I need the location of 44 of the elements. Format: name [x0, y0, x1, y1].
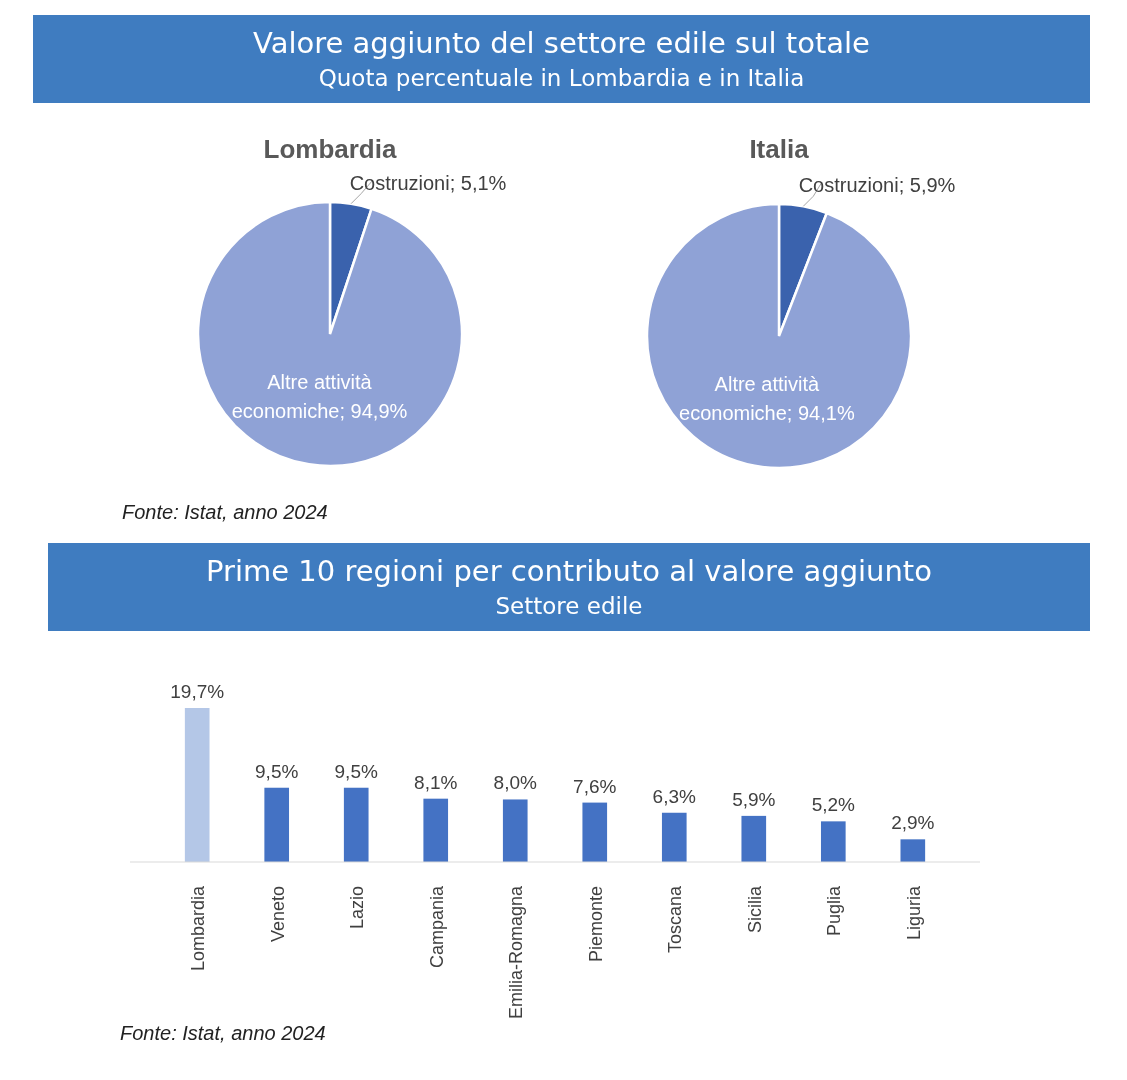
chart-title: Prime 10 regioni per contributo al valore aggiunto: [206, 554, 932, 588]
x-tick-label: Toscana: [665, 885, 686, 954]
source-note: Fonte: Istat, anno 2024: [122, 501, 328, 523]
data-label: 7,6%: [573, 775, 617, 797]
text: Valore aggiunto del settore edile sul totale: [253, 26, 870, 60]
text: Quota percentuale in Lombardia e in Italia: [318, 65, 805, 91]
bar: [661, 812, 687, 862]
bar: [582, 802, 608, 862]
slice-label: Costruzioni; 5,9%: [798, 174, 956, 196]
x-tick-label: Veneto: [267, 886, 288, 943]
slice-label: Costruzioni; 5,1%: [349, 172, 507, 194]
x-tick-label: Sicilia: [744, 885, 765, 934]
bar: [741, 815, 767, 862]
x-tick-label: Puglia: [824, 885, 845, 937]
data-label: 5,9%: [732, 788, 776, 810]
data-label: 9,5%: [334, 760, 378, 782]
x-tick-label: Campania: [426, 885, 447, 969]
slice-label: Altre attività economiche; 94,9%: [231, 371, 408, 423]
chart-title: Lombardia: [263, 134, 397, 164]
chart-title: Italia: [749, 134, 810, 164]
data-label: 5,2%: [811, 794, 856, 816]
pie-slice: [196, 200, 464, 468]
data-label: 6,3%: [652, 785, 697, 807]
x-tick-label: Lazio: [347, 886, 368, 930]
bar: [264, 787, 290, 862]
bar: [423, 798, 449, 862]
bar: [820, 821, 846, 862]
chart-subtitle: Settore edile: [495, 593, 643, 619]
bar: [502, 799, 528, 862]
x-tick-label: Emilia-Romagna: [506, 885, 527, 1020]
x-tick-label: Liguria: [903, 885, 924, 941]
x-tick-label: Lombardia: [188, 885, 209, 972]
data-label: 2,9%: [891, 812, 935, 834]
data-label: 19,7%: [170, 681, 225, 702]
bar: [343, 787, 369, 862]
slice-label: Altre attività economiche; 94,1%: [679, 372, 855, 424]
data-label: 9,5%: [255, 760, 299, 782]
data-label: 8,0%: [493, 772, 537, 794]
bar: [900, 839, 926, 862]
bar: [184, 708, 210, 862]
x-tick-label: Piemonte: [585, 886, 606, 963]
source-note: Fonte: Istat, anno 2024: [120, 1022, 326, 1044]
data-label: 8,1%: [414, 771, 458, 793]
pie-slice: [645, 202, 913, 470]
